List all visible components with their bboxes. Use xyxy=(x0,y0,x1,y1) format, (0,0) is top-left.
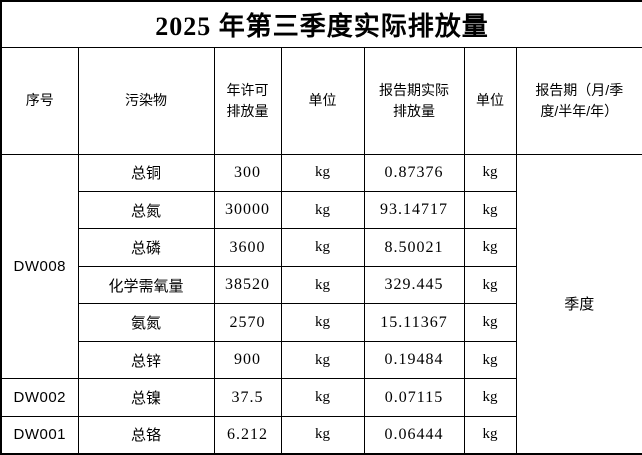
actual-unit-cell: kg xyxy=(463,378,517,417)
actual-unit-cell: kg xyxy=(463,303,517,342)
permitted-amount-cell: 300 xyxy=(213,153,282,193)
reporting-period-cell: 季度 xyxy=(515,153,642,455)
header-line: 污染物 xyxy=(125,92,167,109)
header-reporting-period: 报告期（月/季 度/半年/年） xyxy=(515,47,642,155)
header-pollutant: 污染物 xyxy=(77,47,215,155)
actual-unit-cell: kg xyxy=(463,153,517,193)
pollutant-cell: 氨氮 xyxy=(77,303,215,342)
header-line: 排放量 xyxy=(226,102,269,119)
outlet-id-cell: DW002 xyxy=(0,378,79,417)
pollutant-cell: 总镍 xyxy=(77,378,215,417)
actual-amount-cell: 15.11367 xyxy=(363,303,465,342)
title-row: 2025 年第三季度实际排放量 xyxy=(0,0,642,49)
actual-amount-cell: 8.50021 xyxy=(363,228,465,267)
permitted-amount-cell: 37.5 xyxy=(213,378,282,417)
pollutant-cell: 总氮 xyxy=(77,190,215,230)
actual-unit-cell: kg xyxy=(463,340,517,380)
permitted-amount-cell: 2570 xyxy=(213,303,282,342)
header-permitted-amount: 年许可 排放量 xyxy=(213,47,282,155)
header-unit-2: 单位 xyxy=(463,47,517,155)
actual-amount-cell: 93.14717 xyxy=(363,190,465,230)
header-line: 报告期（月/季 xyxy=(535,81,624,98)
actual-amount-cell: 0.19484 xyxy=(363,340,465,380)
header-line: 报告期实际 xyxy=(379,81,449,98)
permitted-unit-cell: kg xyxy=(280,415,365,455)
pollutant-cell: 化学需氧量 xyxy=(77,265,215,305)
permitted-unit-cell: kg xyxy=(280,190,365,230)
header-serial-number: 序号 xyxy=(0,47,79,155)
table-row: 化学需氧量 38520 kg 329.445 kg xyxy=(1,265,642,305)
header-line: 年许可 xyxy=(226,81,269,98)
permitted-unit-cell: kg xyxy=(280,303,365,342)
permitted-unit-cell: kg xyxy=(280,153,365,193)
permitted-amount-cell: 900 xyxy=(213,340,282,380)
permitted-unit-cell: kg xyxy=(280,378,365,417)
permitted-amount-cell: 3600 xyxy=(213,228,282,267)
header-line: 单位 xyxy=(308,92,337,109)
header-row: 序号 污染物 年许可 排放量 单位 报告期实际 排放量 单位 报告期（月/季 度… xyxy=(0,47,642,155)
actual-unit-cell: kg xyxy=(463,265,517,305)
permitted-amount-cell: 30000 xyxy=(213,190,282,230)
permitted-unit-cell: kg xyxy=(280,340,365,380)
actual-amount-cell: 0.06444 xyxy=(363,415,465,455)
actual-unit-cell: kg xyxy=(463,415,517,455)
outlet-id-cell: DW008 xyxy=(0,153,79,380)
header-line: 度/半年/年） xyxy=(540,102,619,119)
header-unit-1: 单位 xyxy=(280,47,365,155)
actual-amount-cell: 329.445 xyxy=(363,265,465,305)
header-actual-amount: 报告期实际 排放量 xyxy=(363,47,465,155)
table-row: 氨氮 2570 kg 15.11367 kg xyxy=(1,303,642,342)
table-row: 总磷 3600 kg 8.50021 kg xyxy=(1,228,642,267)
table-row: DW002 总镍 37.5 kg 0.07115 kg xyxy=(0,378,642,417)
pollutant-cell: 总铬 xyxy=(77,415,215,455)
outlet-id-cell: DW001 xyxy=(0,415,79,455)
pollutant-cell: 总磷 xyxy=(77,228,215,267)
page-title: 2025 年第三季度实际排放量 xyxy=(0,0,642,49)
actual-amount-cell: 0.87376 xyxy=(363,153,465,193)
actual-unit-cell: kg xyxy=(463,190,517,230)
permitted-unit-cell: kg xyxy=(280,228,365,267)
permitted-unit-cell: kg xyxy=(280,265,365,305)
header-line: 排放量 xyxy=(393,102,435,119)
header-line: 序号 xyxy=(25,92,54,109)
table-row: 总氮 30000 kg 93.14717 kg xyxy=(1,190,642,230)
table-row: DW001 总铬 6.212 kg 0.06444 kg xyxy=(0,415,642,455)
permitted-amount-cell: 6.212 xyxy=(213,415,282,455)
actual-amount-cell: 0.07115 xyxy=(363,378,465,417)
header-line: 单位 xyxy=(476,92,504,109)
pollutant-cell: 总锌 xyxy=(77,340,215,380)
permitted-amount-cell: 38520 xyxy=(213,265,282,305)
table-row: DW008 总铜 300 kg 0.87376 kg 季度 xyxy=(0,153,642,455)
pollutant-cell: 总铜 xyxy=(77,153,215,193)
actual-unit-cell: kg xyxy=(463,228,517,267)
table-row: 总锌 900 kg 0.19484 kg xyxy=(1,340,642,380)
